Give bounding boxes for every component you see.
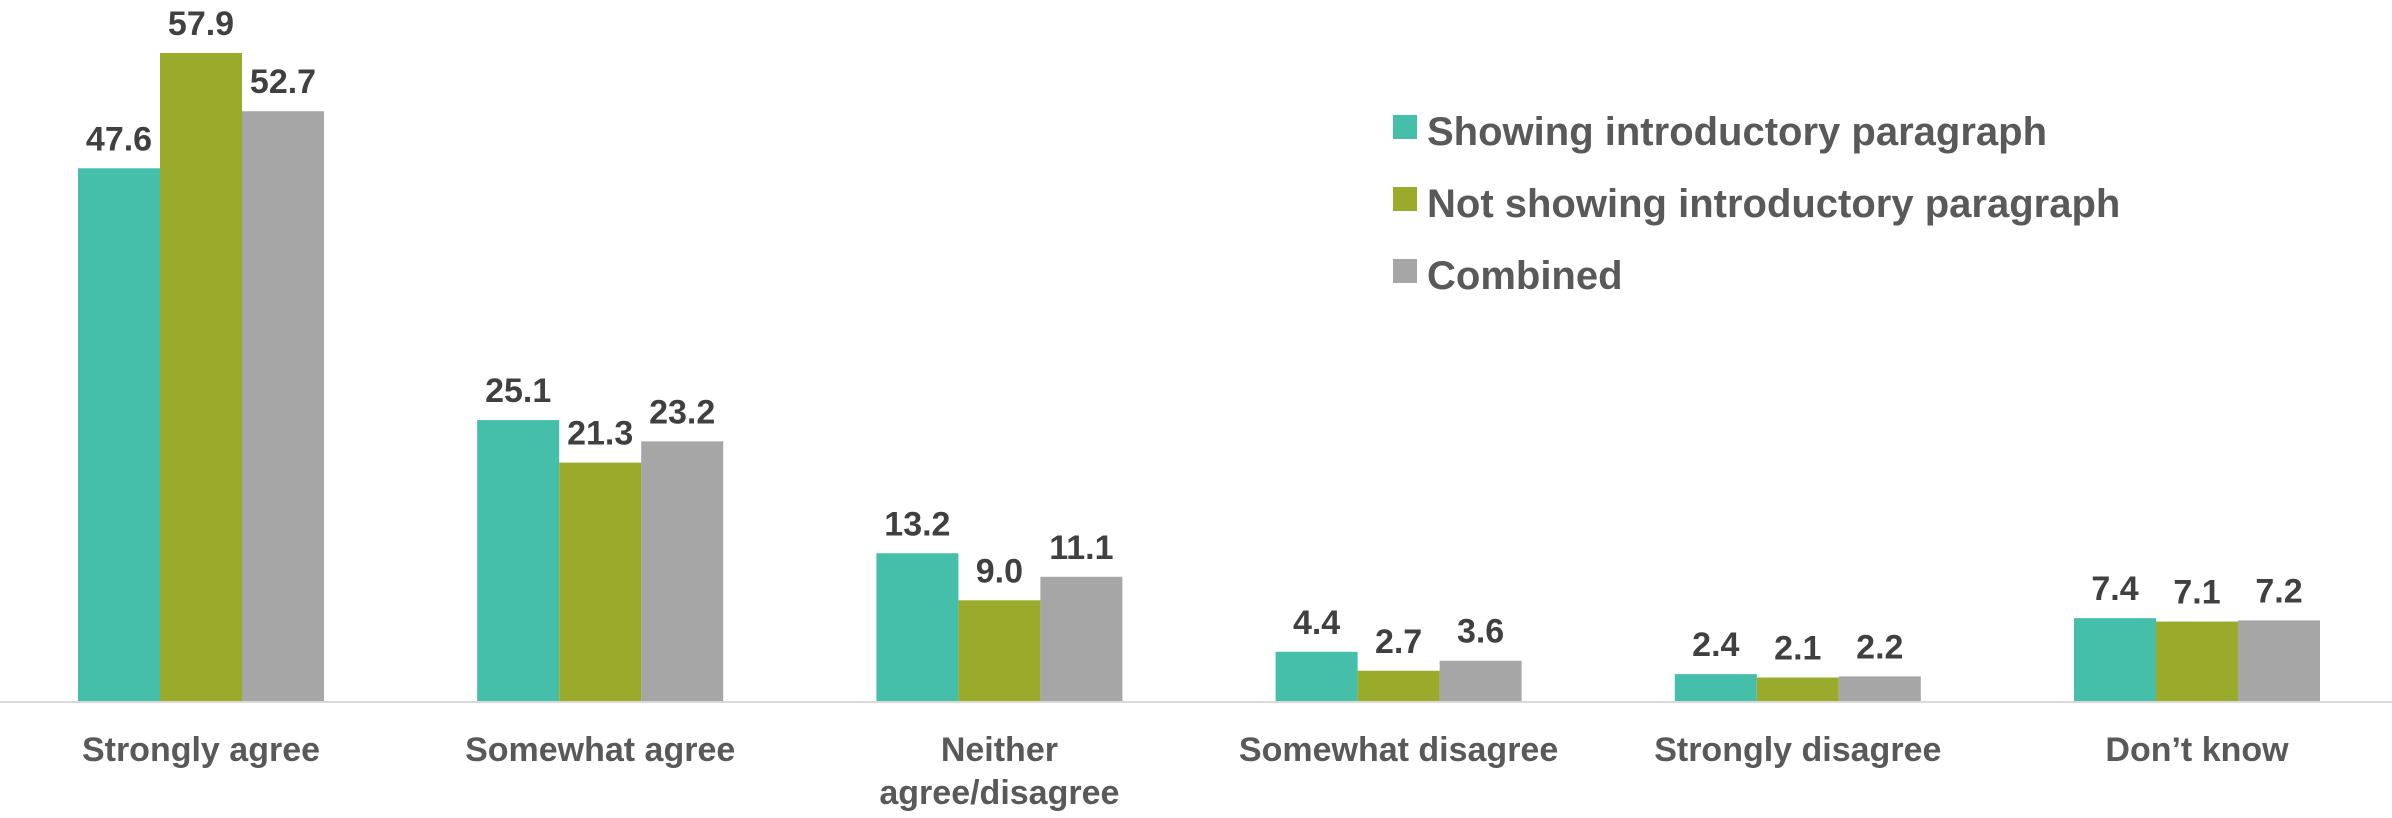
value-label-not-showing-introductory-paragraph-2: 9.0 xyxy=(976,552,1023,590)
value-label-not-showing-introductory-paragraph-5: 7.1 xyxy=(2173,574,2220,612)
bar-showing-introductory-paragraph-3 xyxy=(1275,651,1358,701)
category-label-2-line-1: agree/disagree xyxy=(879,774,1119,812)
bar-not-showing-introductory-paragraph-1 xyxy=(559,462,642,701)
value-label-not-showing-introductory-paragraph-0: 57.9 xyxy=(168,5,234,43)
legend-label-not-showing-introductory-paragraph: Not showing introductory paragraph xyxy=(1427,182,2120,226)
bar-not-showing-introductory-paragraph-4 xyxy=(1756,677,1839,701)
value-label-not-showing-introductory-paragraph-3: 2.7 xyxy=(1375,623,1422,661)
bar-not-showing-introductory-paragraph-0 xyxy=(160,53,242,701)
value-label-showing-introductory-paragraph-4: 2.4 xyxy=(1692,626,1739,664)
value-label-combined-5: 7.2 xyxy=(2255,572,2302,610)
category-labels-layer: Strongly agree Somewhat agree Neither agree… xyxy=(82,731,2289,812)
value-label-combined-3: 3.6 xyxy=(1457,613,1504,651)
bar-combined-3 xyxy=(1439,660,1522,701)
bar-combined-1 xyxy=(641,441,724,701)
category-label-2-line-0: Neither xyxy=(941,731,1058,769)
legend-label-combined: Combined xyxy=(1427,254,1623,298)
value-label-showing-introductory-paragraph-5: 7.4 xyxy=(2091,570,2138,608)
legend-label-showing-introductory-paragraph: Showing introductory paragraph xyxy=(1427,110,2047,154)
bar-combined-2 xyxy=(1040,576,1123,701)
legend-swatch-showing-introductory-paragraph xyxy=(1393,115,1417,139)
value-label-combined-4: 2.2 xyxy=(1856,628,1903,666)
legend-swatch-combined xyxy=(1393,259,1417,283)
value-label-combined-1: 23.2 xyxy=(649,393,715,431)
value-label-combined-2: 11.1 xyxy=(1049,529,1113,567)
bar-showing-introductory-paragraph-2 xyxy=(876,553,959,701)
bar-not-showing-introductory-paragraph-3 xyxy=(1357,670,1440,701)
bars-layer xyxy=(78,53,2320,702)
category-label-4: Strongly disagree xyxy=(1654,731,1941,769)
value-label-showing-introductory-paragraph-0: 47.6 xyxy=(86,120,152,158)
value-labels-layer: 47.6 25.1 13.2 4.4 2.4 7.4 57.9 21.3 9.0 2.7 2.1 7.… xyxy=(86,5,2303,667)
value-label-combined-0: 52.7 xyxy=(250,63,316,101)
bar-showing-introductory-paragraph-0 xyxy=(78,168,160,702)
bar-combined-5 xyxy=(2238,620,2320,701)
value-label-showing-introductory-paragraph-3: 4.4 xyxy=(1293,604,1340,642)
legend: Showing introductory paragraph Not showin… xyxy=(1393,110,2120,298)
category-label-5: Don’t know xyxy=(2105,731,2289,769)
category-label-0: Strongly agree xyxy=(82,731,320,769)
value-label-not-showing-introductory-paragraph-4: 2.1 xyxy=(1774,629,1821,667)
value-label-showing-introductory-paragraph-2: 13.2 xyxy=(884,505,950,543)
category-label-3: Somewhat disagree xyxy=(1239,731,1558,769)
bar-showing-introductory-paragraph-4 xyxy=(1674,674,1757,701)
legend-swatch-not-showing-introductory-paragraph xyxy=(1393,187,1417,211)
bar-showing-introductory-paragraph-1 xyxy=(477,420,560,701)
value-label-not-showing-introductory-paragraph-1: 21.3 xyxy=(567,415,633,453)
bar-showing-introductory-paragraph-5 xyxy=(2074,618,2156,701)
bar-not-showing-introductory-paragraph-5 xyxy=(2156,621,2238,701)
category-label-1: Somewhat agree xyxy=(465,731,735,769)
bar-combined-0 xyxy=(242,111,324,701)
value-label-showing-introductory-paragraph-1: 25.1 xyxy=(485,372,551,410)
bar-combined-4 xyxy=(1838,676,1921,701)
bar-not-showing-introductory-paragraph-2 xyxy=(958,600,1041,701)
